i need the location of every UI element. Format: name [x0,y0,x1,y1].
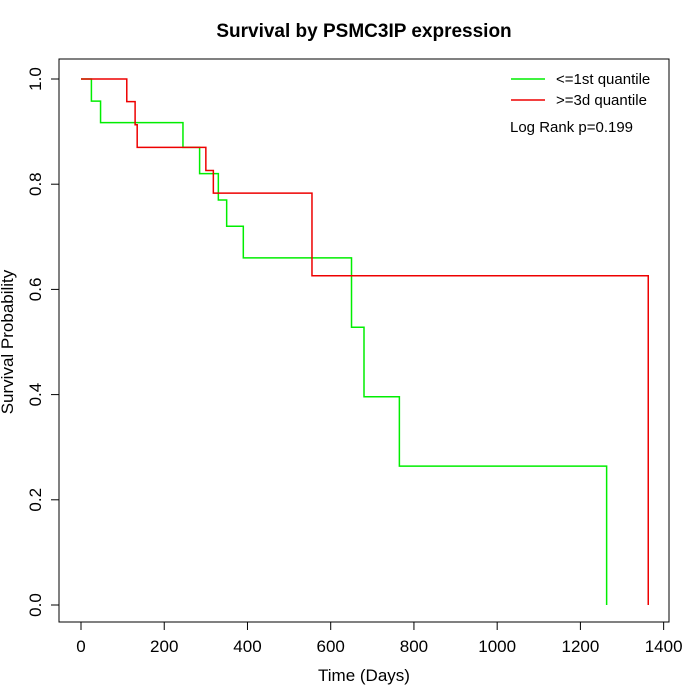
x-tick-label: 600 [317,637,345,656]
y-tick-label: 0.2 [26,488,45,512]
y-tick-label: 1.0 [26,67,45,91]
x-tick-label: 400 [233,637,261,656]
legend-label-low: <=1st quantile [556,71,650,88]
legend-label-high: >=3d quantile [556,92,647,109]
log-rank-annotation: Log Rank p=0.199 [510,119,633,136]
chart-title: Survival by PSMC3IP expression [216,21,511,42]
x-tick-label: 0 [76,637,85,656]
series-high-quantile-line [81,78,649,605]
series-low-quantile-line [81,78,608,605]
legend: <=1st quantile >=3d quantile [511,71,650,109]
series-layer [81,78,649,605]
y-axis: 0.0 0.2 0.4 0.6 0.8 1.0 [26,67,60,617]
y-tick-label: 0.4 [26,383,45,407]
x-tick-label: 800 [400,637,428,656]
x-tick-label: 1000 [478,637,516,656]
x-axis-label: Time (Days) [318,666,410,685]
y-tick-label: 0.8 [26,172,45,196]
x-axis: 0 200 400 600 800 1000 1200 1400 [76,621,683,656]
y-tick-label: 0.0 [26,593,45,617]
y-axis-label: Survival Probability [0,269,17,414]
x-tick-label: 200 [150,637,178,656]
y-tick-label: 0.6 [26,278,45,302]
x-tick-label: 1400 [645,637,683,656]
x-tick-label: 1200 [561,637,599,656]
